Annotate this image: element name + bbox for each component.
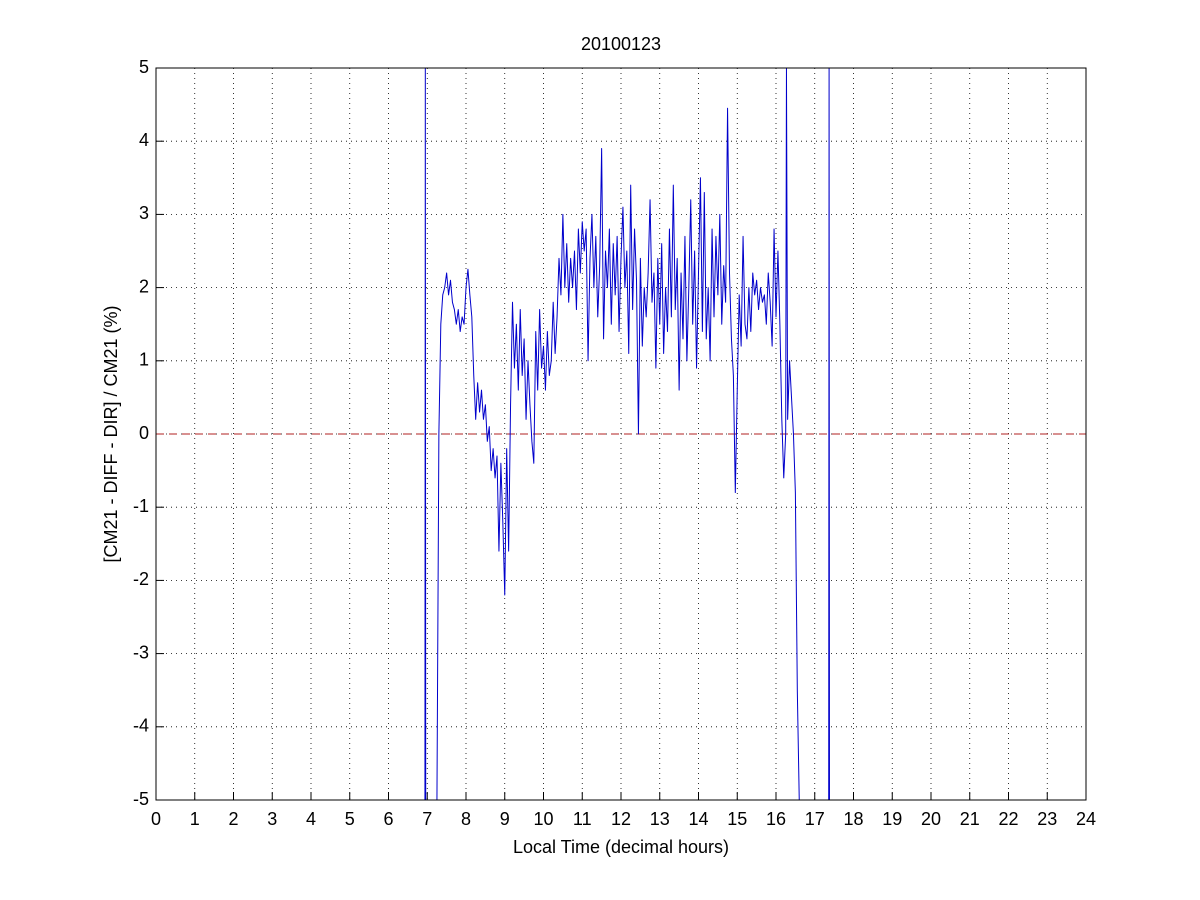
x-tick-label: 3 — [267, 809, 277, 829]
x-tick-label: 2 — [228, 809, 238, 829]
y-tick-label: 2 — [139, 276, 149, 296]
x-tick-label: 11 — [573, 809, 592, 829]
x-tick-label: 21 — [960, 809, 980, 829]
x-tick-label: 4 — [306, 809, 316, 829]
x-tick-label: 5 — [345, 809, 355, 829]
x-tick-label: 8 — [461, 809, 471, 829]
x-tick-label: 7 — [422, 809, 432, 829]
x-tick-label: 19 — [882, 809, 902, 829]
x-tick-label: 17 — [805, 809, 825, 829]
x-tick-label: 15 — [727, 809, 747, 829]
x-tick-label: 24 — [1076, 809, 1096, 829]
y-tick-label: 4 — [139, 130, 149, 150]
x-tick-label: 0 — [151, 809, 161, 829]
x-tick-label: 13 — [650, 809, 670, 829]
y-axis-label: [CM21 - DIFF - DIR] / CM21 (%) — [101, 305, 121, 562]
x-tick-label: 23 — [1037, 809, 1057, 829]
x-tick-label: 9 — [500, 809, 510, 829]
x-tick-label: 18 — [843, 809, 863, 829]
y-tick-label: -5 — [133, 789, 149, 809]
y-tick-label: -2 — [133, 569, 149, 589]
grid — [155, 67, 1087, 801]
y-tick-label: -1 — [133, 496, 149, 516]
y-tick-label: -4 — [133, 716, 149, 736]
x-tick-label: 14 — [688, 809, 708, 829]
axes-frame — [155, 67, 1087, 801]
x-tick-label: 6 — [383, 809, 393, 829]
y-tick-label: 0 — [139, 423, 149, 443]
data-line — [424, 68, 830, 800]
x-axis-label: Local Time (decimal hours) — [513, 837, 729, 857]
y-tick-label: 5 — [139, 57, 149, 77]
x-tick-label: 12 — [611, 809, 631, 829]
x-tick-label: 22 — [998, 809, 1018, 829]
chart-title: 20100123 — [581, 34, 661, 54]
x-tick-label: 1 — [190, 809, 200, 829]
y-tick-label: -3 — [133, 642, 149, 662]
y-tick-label: 1 — [139, 350, 149, 370]
x-tick-label: 20 — [921, 809, 941, 829]
x-tick-label: 16 — [766, 809, 786, 829]
x-tick-label: 10 — [533, 809, 553, 829]
plot-area — [156, 68, 1086, 800]
y-tick-label: 3 — [139, 203, 149, 223]
